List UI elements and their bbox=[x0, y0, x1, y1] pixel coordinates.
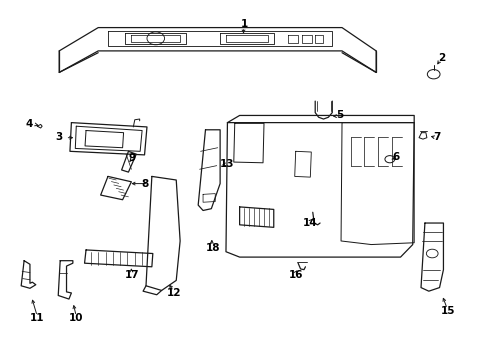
Text: 13: 13 bbox=[220, 159, 234, 169]
Text: 2: 2 bbox=[437, 53, 445, 63]
Text: 8: 8 bbox=[141, 179, 148, 189]
Text: 7: 7 bbox=[432, 132, 440, 142]
Text: 15: 15 bbox=[440, 306, 455, 316]
Text: 10: 10 bbox=[69, 313, 83, 323]
Text: 9: 9 bbox=[128, 153, 136, 163]
Text: 3: 3 bbox=[56, 132, 62, 142]
Text: 11: 11 bbox=[30, 313, 44, 323]
Text: 12: 12 bbox=[166, 288, 181, 298]
Text: 18: 18 bbox=[205, 243, 220, 253]
Text: 4: 4 bbox=[25, 120, 33, 129]
Text: 16: 16 bbox=[288, 270, 303, 280]
Text: 17: 17 bbox=[125, 270, 140, 280]
Text: 1: 1 bbox=[241, 19, 247, 29]
Text: 5: 5 bbox=[335, 111, 343, 121]
Text: 14: 14 bbox=[303, 218, 317, 228]
Text: 6: 6 bbox=[391, 152, 399, 162]
